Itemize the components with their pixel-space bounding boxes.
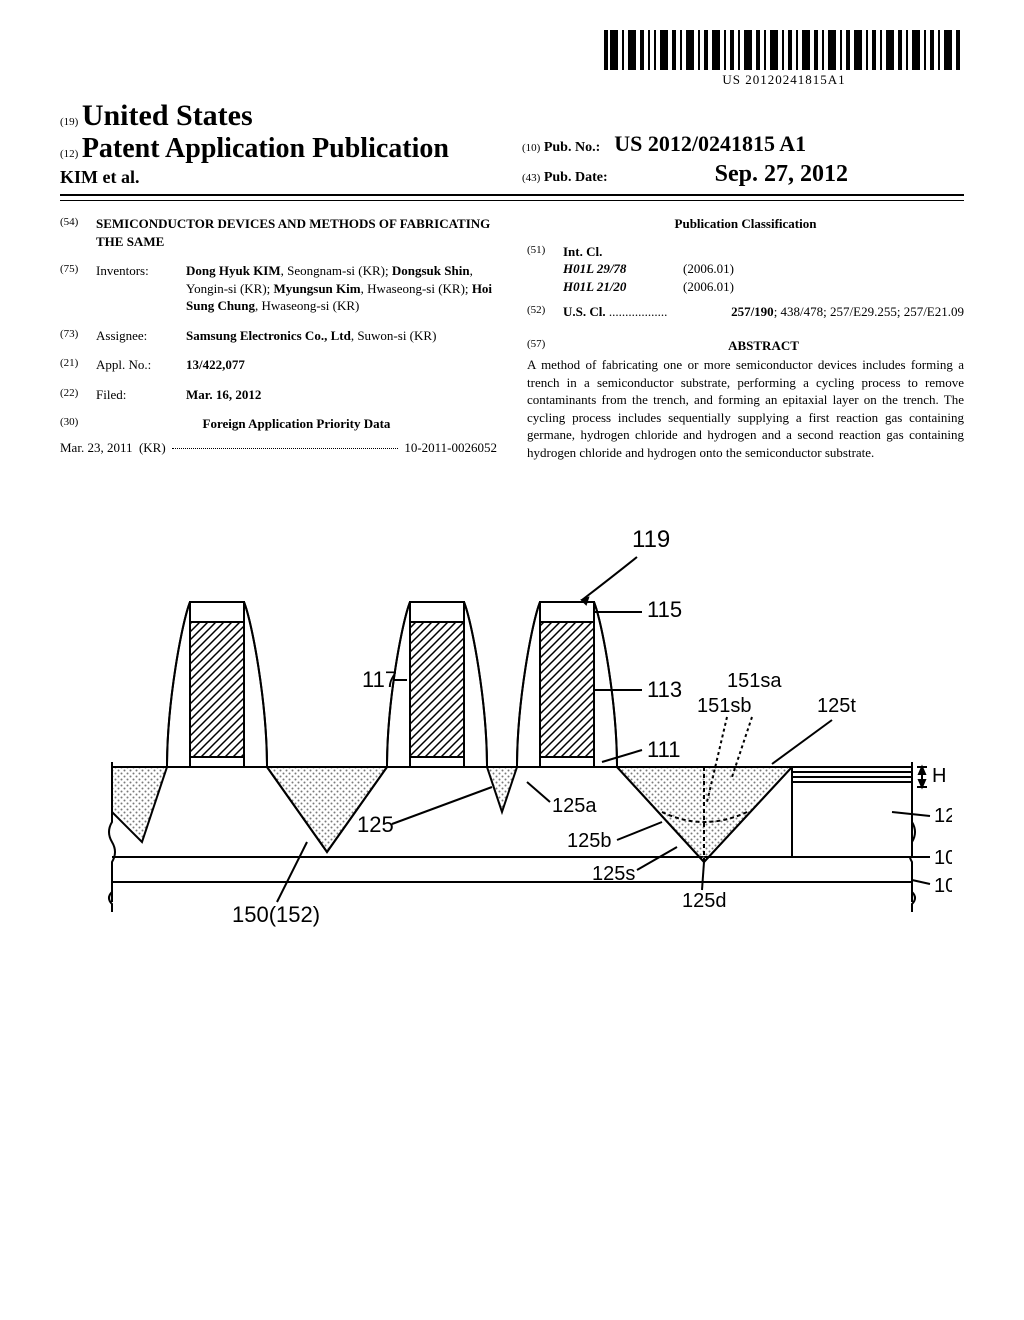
intcl-label: Int. Cl. xyxy=(563,243,964,261)
barcode-svg xyxy=(604,30,964,70)
priority-number: 10-2011-0026052 xyxy=(404,439,497,457)
doc-type: Patent Application Publication xyxy=(82,133,449,164)
pub-date-label: Pub. Date: xyxy=(544,170,608,185)
code-22: (22) xyxy=(60,386,96,404)
title-row: (54) SEMICONDUCTOR DEVICES AND METHODS O… xyxy=(60,215,497,250)
code-73: (73) xyxy=(60,327,96,345)
abstract-text: A method of fabricating one or more semi… xyxy=(527,356,964,461)
applno-row: (21) Appl. No.: 13/422,077 xyxy=(60,356,497,374)
barcode-section: US 20120241815A1 xyxy=(60,30,964,89)
code-57: (57) xyxy=(527,337,563,355)
code-75: (75) xyxy=(60,262,96,315)
priority-country: (KR) xyxy=(139,439,166,457)
header-divider xyxy=(60,200,964,201)
header-left: (19) United States (12) Patent Applicati… xyxy=(60,99,502,188)
barcode: US 20120241815A1 xyxy=(604,30,964,88)
inventors-value: Dong Hyuk KIM, Seongnam-si (KR); Dongsuk… xyxy=(186,262,497,315)
priority-heading-row: (30) Foreign Application Priority Data xyxy=(60,415,497,433)
uscl-block: U.S. Cl. .................. 257/190; 438… xyxy=(563,303,964,321)
uscl-label: U.S. Cl. xyxy=(563,303,606,321)
label-125b: 125b xyxy=(567,830,612,852)
assignee-row: (73) Assignee: Samsung Electronics Co., … xyxy=(60,327,497,345)
pub-date: Sep. 27, 2012 xyxy=(715,161,848,187)
label-151sb: 151sb xyxy=(697,695,752,717)
label-125t: 125t xyxy=(817,695,856,717)
label-111: 111 xyxy=(647,737,680,762)
invention-title: SEMICONDUCTOR DEVICES AND METHODS OF FAB… xyxy=(96,215,497,250)
figure: 119 115 117 113 111 151sa 151sb 125t xyxy=(60,502,964,987)
applno-label: Appl. No.: xyxy=(96,356,186,374)
label-103: 103 xyxy=(934,847,952,869)
priority-data-row: Mar. 23, 2011 (KR) 10-2011-0026052 xyxy=(60,439,497,457)
pub-date-line: (43) Pub. Date: Sep. 27, 2012 xyxy=(522,161,964,188)
abstract-heading-row: (57) ABSTRACT xyxy=(527,337,964,355)
label-150: 150(152) xyxy=(232,902,320,927)
assignee-value: Samsung Electronics Co., Ltd, Suwon-si (… xyxy=(186,327,497,345)
code-52: (52) xyxy=(527,303,563,321)
label-119: 119 xyxy=(632,526,670,553)
label-125d: 125d xyxy=(682,890,727,912)
intcl-cls-1: H01L 21/20 xyxy=(563,278,683,296)
code-12: (12) xyxy=(60,148,78,160)
label-151sa: 151sa xyxy=(727,670,782,692)
intcl-cls-0: H01L 29/78 xyxy=(563,260,683,278)
header-right: (10) Pub. No.: US 2012/0241815 A1 (43) P… xyxy=(502,127,964,188)
intcl-block: Int. Cl. H01L 29/78 (2006.01) H01L 21/20… xyxy=(563,243,964,296)
country-line: (19) United States xyxy=(60,99,502,133)
intcl-row-1: H01L 21/20 (2006.01) xyxy=(563,278,964,296)
code-43: (43) xyxy=(522,172,540,184)
authors: KIM et al. xyxy=(60,167,502,188)
pub-no-label: Pub. No.: xyxy=(544,140,600,155)
priority-heading: Foreign Application Priority Data xyxy=(96,415,497,433)
label-101: 101 xyxy=(934,875,952,897)
label-117: 117 xyxy=(362,667,397,692)
pub-no-line: (10) Pub. No.: US 2012/0241815 A1 xyxy=(522,131,964,157)
label-127: 127 xyxy=(934,805,952,827)
filed-row: (22) Filed: Mar. 16, 2012 xyxy=(60,386,497,404)
code-30: (30) xyxy=(60,415,96,433)
doc-type-line: (12) Patent Application Publication xyxy=(60,133,502,165)
priority-date: Mar. 23, 2011 xyxy=(60,439,132,457)
biblio-columns: (54) SEMICONDUCTOR DEVICES AND METHODS O… xyxy=(60,215,964,462)
code-54: (54) xyxy=(60,215,96,250)
code-51: (51) xyxy=(527,243,563,296)
code-10: (10) xyxy=(522,142,540,154)
label-115: 115 xyxy=(647,597,682,622)
label-125: 125 xyxy=(357,812,394,837)
right-column: Publication Classification (51) Int. Cl.… xyxy=(527,215,964,462)
label-H: H xyxy=(932,765,946,787)
assignee-label: Assignee: xyxy=(96,327,186,345)
intcl-ver-0: (2006.01) xyxy=(683,260,734,278)
abstract-heading: ABSTRACT xyxy=(563,337,964,355)
applno-value: 13/422,077 xyxy=(186,356,497,374)
intcl-ver-1: (2006.01) xyxy=(683,278,734,296)
label-113: 113 xyxy=(647,677,682,702)
filed-value: Mar. 16, 2012 xyxy=(186,386,497,404)
barcode-text: US 20120241815A1 xyxy=(604,72,964,88)
intcl-row-0: H01L 29/78 (2006.01) xyxy=(563,260,964,278)
inventors-label: Inventors: xyxy=(96,262,186,315)
figure-svg: 119 115 117 113 111 151sa 151sb 125t xyxy=(72,502,952,982)
intcl-row: (51) Int. Cl. H01L 29/78 (2006.01) H01L … xyxy=(527,243,964,296)
filed-label: Filed: xyxy=(96,386,186,404)
code-21: (21) xyxy=(60,356,96,374)
uscl-row: (52) U.S. Cl. .................. 257/190… xyxy=(527,303,964,321)
left-column: (54) SEMICONDUCTOR DEVICES AND METHODS O… xyxy=(60,215,497,462)
country-name: United States xyxy=(82,99,253,132)
classification-heading: Publication Classification xyxy=(527,215,964,233)
code-19: (19) xyxy=(60,116,78,128)
pub-no: US 2012/0241815 A1 xyxy=(614,131,806,156)
dotfill xyxy=(172,439,399,449)
doc-header: (19) United States (12) Patent Applicati… xyxy=(60,99,964,196)
label-125a: 125a xyxy=(552,795,597,817)
inventors-row: (75) Inventors: Dong Hyuk KIM, Seongnam-… xyxy=(60,262,497,315)
label-125s: 125s xyxy=(592,863,635,885)
